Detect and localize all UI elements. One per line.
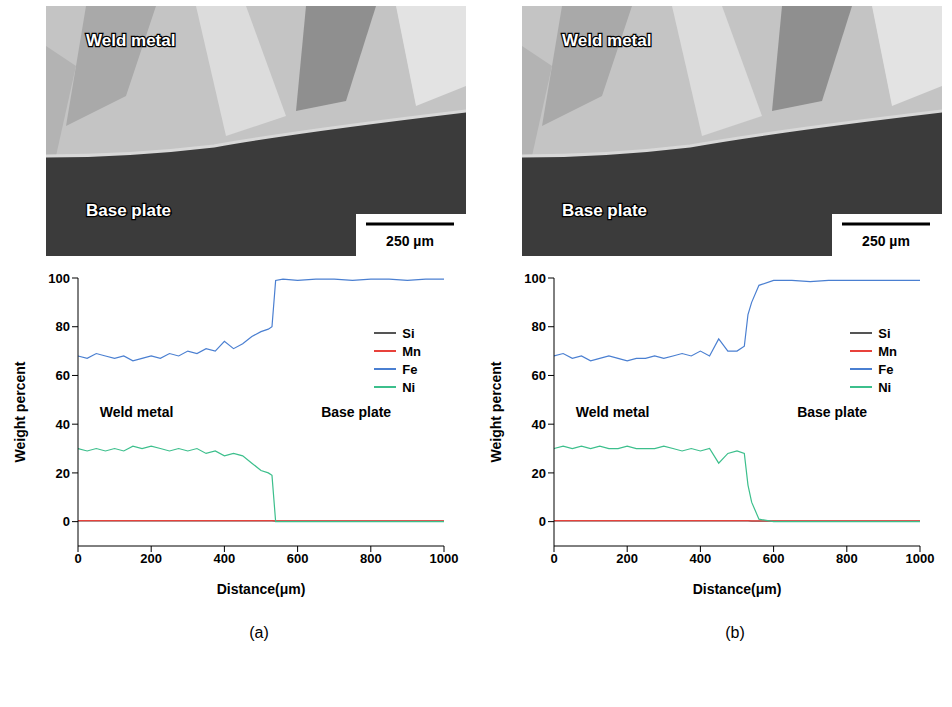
svg-text:0: 0 xyxy=(74,551,81,566)
svg-text:20: 20 xyxy=(532,466,546,481)
svg-text:100: 100 xyxy=(48,271,70,286)
svg-text:Weld metal: Weld metal xyxy=(86,31,175,50)
svg-text:Weld metal: Weld metal xyxy=(562,31,651,50)
html-text:(a): (a) xyxy=(249,624,269,641)
svg-text:80: 80 xyxy=(532,319,546,334)
html-text:(b): (b) xyxy=(725,624,745,641)
html-text:Si: Si xyxy=(878,325,891,341)
html-text:Fe: Fe xyxy=(402,361,418,377)
svg-text:600: 600 xyxy=(763,551,785,566)
svg-text:600: 600 xyxy=(287,551,309,566)
svg-text:0: 0 xyxy=(539,514,546,529)
svg-text:60: 60 xyxy=(532,368,546,383)
svg-text:Weight percent: Weight percent xyxy=(488,361,504,462)
svg-text:Base plate: Base plate xyxy=(321,404,391,420)
svg-text:Base plate: Base plate xyxy=(797,404,867,420)
svg-text:Base plate: Base plate xyxy=(86,201,171,220)
html-text:Mn: Mn xyxy=(878,343,897,359)
svg-text:1000: 1000 xyxy=(906,551,935,566)
svg-text:200: 200 xyxy=(616,551,638,566)
svg-text:400: 400 xyxy=(214,551,236,566)
html-text:Si: Si xyxy=(402,325,415,341)
html-text:Ni: Ni xyxy=(878,379,892,395)
svg-text:1000: 1000 xyxy=(430,551,459,566)
svg-text:0: 0 xyxy=(550,551,557,566)
html-text:Mn: Mn xyxy=(402,343,421,359)
svg-text:800: 800 xyxy=(360,551,382,566)
svg-text:20: 20 xyxy=(56,466,70,481)
svg-text:200: 200 xyxy=(140,551,162,566)
svg-text:Weld metal: Weld metal xyxy=(100,404,174,420)
html-text:Fe: Fe xyxy=(878,361,894,377)
svg-text:0: 0 xyxy=(63,514,70,529)
svg-text:250 µm: 250 µm xyxy=(862,233,910,249)
html-text:Ni: Ni xyxy=(402,379,416,395)
svg-text:60: 60 xyxy=(56,368,70,383)
svg-text:800: 800 xyxy=(836,551,858,566)
svg-text:Base plate: Base plate xyxy=(562,201,647,220)
svg-text:250 µm: 250 µm xyxy=(386,233,434,249)
svg-text:Distance(μm): Distance(μm) xyxy=(693,581,782,597)
svg-text:40: 40 xyxy=(532,417,546,432)
svg-text:Weight percent: Weight percent xyxy=(12,361,28,462)
svg-text:Distance(μm): Distance(μm) xyxy=(217,581,306,597)
svg-text:40: 40 xyxy=(56,417,70,432)
svg-text:Weld metal: Weld metal xyxy=(576,404,650,420)
svg-text:80: 80 xyxy=(56,319,70,334)
svg-text:100: 100 xyxy=(524,271,546,286)
svg-text:400: 400 xyxy=(690,551,712,566)
